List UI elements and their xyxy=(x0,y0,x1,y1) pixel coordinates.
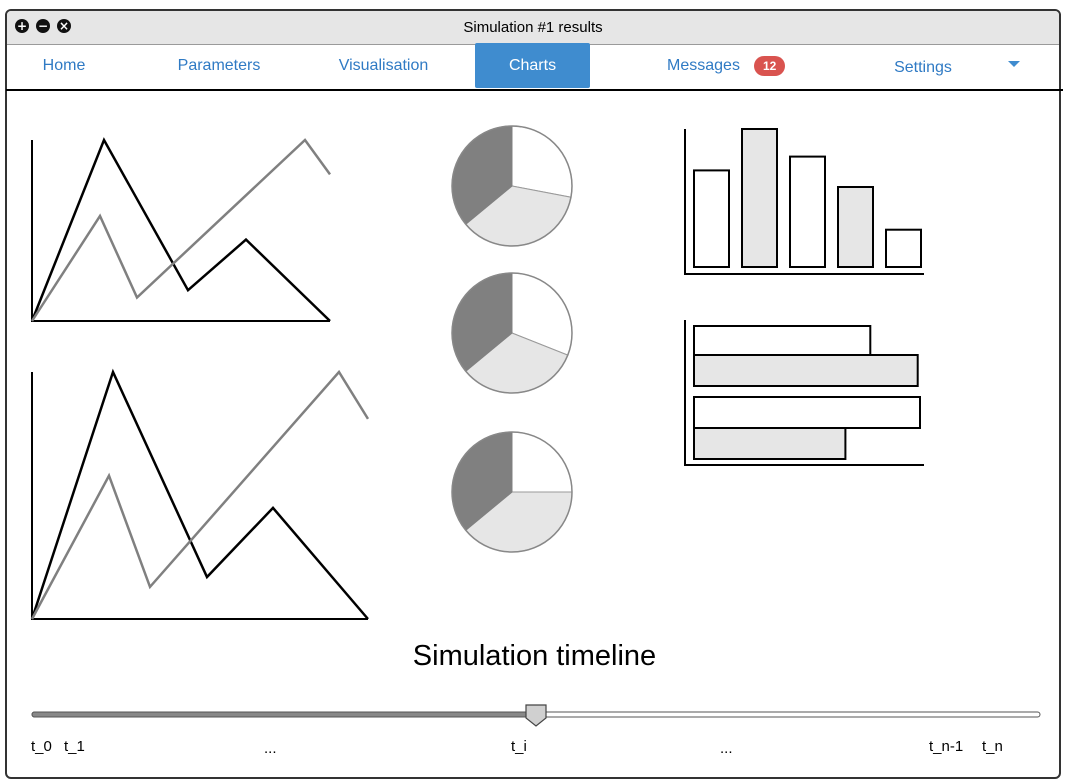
pie-chart-2 xyxy=(451,272,573,394)
close-icon[interactable]: × xyxy=(57,19,71,33)
bar xyxy=(837,186,874,268)
window-title: Simulation #1 results xyxy=(463,19,603,36)
plus-icon[interactable]: + xyxy=(15,19,29,33)
pie-slice xyxy=(511,125,573,198)
line-chart-1 xyxy=(30,137,332,322)
timeline-tick-label: t_n xyxy=(982,738,1003,755)
bar xyxy=(789,155,826,269)
chart-axis xyxy=(684,129,924,275)
tab-settings[interactable]: Settings xyxy=(894,59,952,76)
bar xyxy=(693,169,730,268)
series-line xyxy=(30,368,369,620)
chart-axis xyxy=(31,372,368,620)
slider-progress xyxy=(31,711,537,718)
timeline-tick-label: t_1 xyxy=(64,738,85,755)
timeline-tick-label: ... xyxy=(264,740,277,757)
timeline-title: Simulation timeline xyxy=(412,640,657,672)
series-line xyxy=(30,369,370,620)
series-line xyxy=(30,138,332,322)
bar xyxy=(693,427,847,460)
timeline-tick-label: t_i xyxy=(511,738,527,755)
chart-axis xyxy=(31,140,330,322)
pie-outline xyxy=(451,125,573,247)
chart-axis xyxy=(684,320,924,466)
bar xyxy=(741,128,778,268)
bar xyxy=(693,325,872,358)
bar xyxy=(693,396,921,429)
line-chart-2 xyxy=(30,368,370,620)
slider-thumb[interactable] xyxy=(525,704,547,727)
timeline-tick-label: t_0 xyxy=(31,738,52,755)
bar-chart-vertical xyxy=(684,128,924,275)
pie-chart-3 xyxy=(451,431,573,553)
bar xyxy=(693,354,919,387)
tab-home[interactable]: Home xyxy=(42,57,86,74)
messages-count-badge: 12 xyxy=(754,56,786,76)
tab-parameters[interactable]: Parameters xyxy=(177,57,261,74)
tab-charts[interactable]: Charts xyxy=(475,43,590,88)
chevron-down-icon[interactable] xyxy=(1008,61,1020,67)
pie-chart-1 xyxy=(451,125,573,247)
title-bar: + − × Simulation #1 results xyxy=(7,11,1059,45)
pie-slice xyxy=(511,431,573,493)
timeline-tick-label: t_n-1 xyxy=(929,738,964,755)
pie-outline xyxy=(451,431,573,553)
bar-chart-horizontal xyxy=(684,320,924,466)
tab-messages[interactable]: Messages xyxy=(667,57,740,74)
timeline-slider[interactable] xyxy=(31,704,1041,727)
tab-bar: Home Parameters Visualisation Charts Mes… xyxy=(6,42,1063,91)
minus-icon[interactable]: − xyxy=(36,19,50,33)
timeline-tick-label: ... xyxy=(720,740,733,757)
pie-outline xyxy=(451,272,573,394)
bar xyxy=(885,228,922,268)
series-line xyxy=(30,137,331,322)
tab-visualisation[interactable]: Visualisation xyxy=(338,57,429,74)
